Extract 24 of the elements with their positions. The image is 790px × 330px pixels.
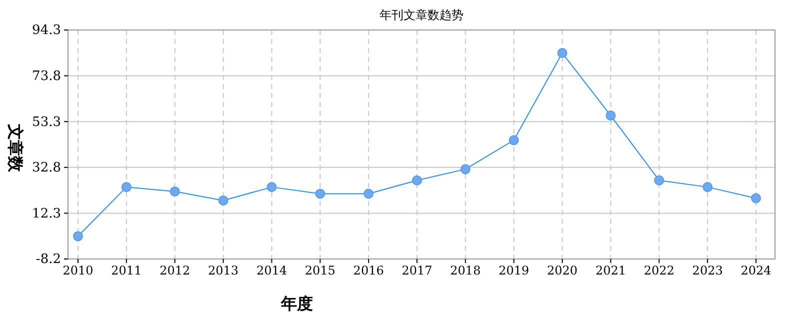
y-tick-label: -8.2 — [36, 252, 61, 268]
y-tick-label: 12.3 — [32, 206, 61, 222]
chart-title: 年刊文章数趋势 — [380, 8, 464, 22]
x-tick-label: 2018 — [450, 264, 481, 278]
x-tick-label: 2020 — [547, 264, 578, 278]
x-tick-label: 2015 — [304, 264, 336, 278]
y-tick-label: 32.8 — [32, 160, 61, 176]
x-tick-label: 2024 — [740, 264, 772, 278]
y-tick-label: 73.8 — [32, 68, 61, 84]
x-tick-label: 2013 — [208, 264, 239, 278]
y-tick-label: 53.3 — [32, 114, 61, 130]
x-axis-title: 年度 — [280, 294, 313, 313]
x-tick-label: 2022 — [644, 264, 674, 278]
x-tick-label: 2019 — [498, 264, 530, 278]
y-tick-label: 94.3 — [32, 23, 61, 38]
x-tick-label: 2016 — [353, 264, 384, 278]
y-axis-title: 文章数 — [6, 123, 25, 173]
x-tick-label: 2011 — [111, 264, 142, 278]
x-tick-label: 2010 — [62, 264, 94, 278]
x-tick-label: 2012 — [160, 264, 190, 278]
x-tick-label: 2021 — [595, 264, 626, 278]
x-tick-label: 2014 — [256, 264, 288, 278]
x-tick-label: 2023 — [692, 264, 723, 278]
x-tick-label: 2017 — [402, 264, 432, 278]
